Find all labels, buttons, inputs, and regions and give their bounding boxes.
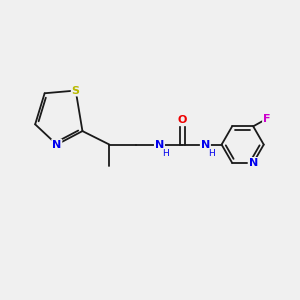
Text: S: S [72,85,80,96]
Text: N: N [201,140,210,150]
Text: F: F [263,114,271,124]
Text: N: N [155,140,164,150]
Text: O: O [178,115,187,125]
Text: N: N [249,158,258,168]
Text: H: H [208,149,215,158]
Text: H: H [162,149,169,158]
Text: N: N [52,140,62,150]
